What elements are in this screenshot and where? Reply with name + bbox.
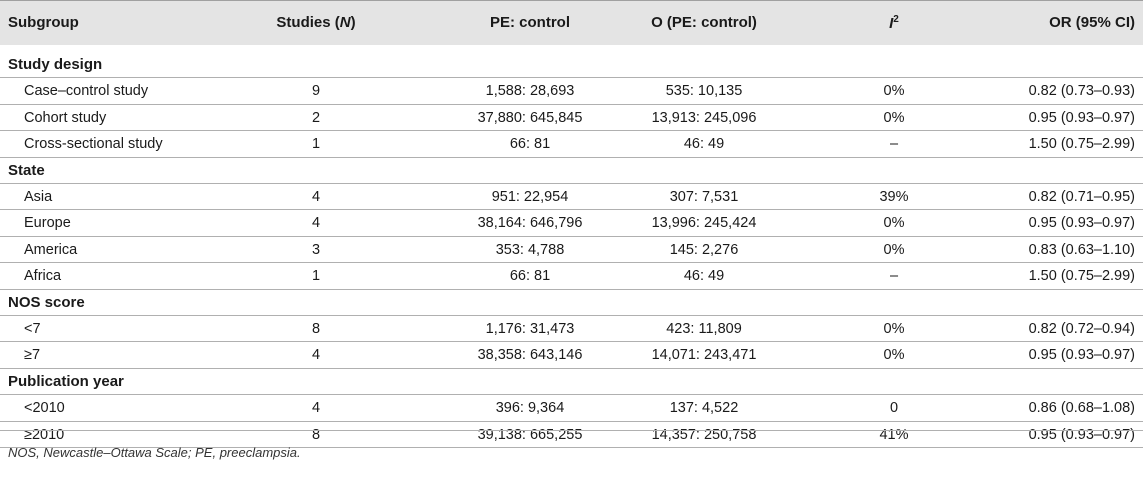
cell-or: 1.50 (0.75–2.99) (1028, 268, 1135, 285)
cell-studies: 4 (311, 347, 321, 364)
cell-studies: 8 (311, 321, 321, 337)
cell-studies: 1 (311, 268, 321, 285)
cell-studies: 4 (311, 400, 321, 417)
cell-or: 0.86 (0.68–1.08) (1028, 400, 1135, 417)
cell-or: 0.82 (0.73–0.93) (1028, 83, 1135, 100)
cell-studies: 1 (311, 136, 321, 153)
cell-studies: 4 (311, 189, 321, 205)
cell-o-pe-control: 13,913: 245,096 (651, 109, 757, 126)
cell-o-pe-control: 307: 7,531 (669, 189, 739, 205)
row-divider (0, 315, 1143, 316)
cell-subgroup: ≥7 (24, 347, 41, 364)
cell-pe-control: 66: 81 (509, 136, 551, 153)
cell-i2: 39% (879, 189, 909, 205)
cell-subgroup: America (24, 241, 78, 258)
row-divider (0, 289, 1143, 290)
section-title: Publication year (8, 372, 124, 390)
cell-o-pe-control: 535: 10,135 (665, 83, 743, 100)
cell-pe-control: 396: 9,364 (495, 400, 565, 417)
cell-pe-control: 39,138: 665,255 (477, 426, 583, 443)
row-divider (0, 104, 1143, 105)
cell-or: 1.50 (0.75–2.99) (1028, 136, 1135, 153)
table-footnote: NOS, Newcastle–Ottawa Scale; PE, preecla… (8, 445, 301, 460)
section-title: NOS score (8, 293, 85, 311)
row-divider (0, 262, 1143, 263)
cell-studies: 3 (311, 241, 321, 258)
cell-pe-control: 951: 22,954 (491, 189, 569, 205)
cell-or: 0.95 (0.93–0.97) (1028, 347, 1135, 364)
cell-or: 0.83 (0.63–1.10) (1028, 241, 1135, 258)
cell-subgroup: ≥2010 (24, 426, 65, 443)
cell-o-pe-control: 14,071: 243,471 (651, 347, 757, 364)
row-divider (0, 209, 1143, 210)
cell-subgroup: Case–control study (24, 83, 149, 100)
cell-pe-control: 1,588: 28,693 (485, 83, 575, 100)
cell-or: 0.95 (0.93–0.97) (1028, 109, 1135, 126)
cell-or: 0.95 (0.93–0.97) (1028, 215, 1135, 232)
row-divider (0, 130, 1143, 131)
cell-studies: 4 (311, 215, 321, 232)
cell-i2: 0% (883, 347, 905, 364)
cell-o-pe-control: 137: 4,522 (669, 400, 739, 417)
cell-o-pe-control: 46: 49 (683, 268, 725, 285)
header-studies: Studies (N) (276, 14, 356, 31)
cell-pe-control: 38,358: 643,146 (477, 347, 583, 364)
cell-subgroup: Asia (24, 189, 53, 205)
header-pe-control: PE: control (489, 14, 570, 31)
cell-subgroup: <7 (24, 321, 41, 337)
cell-i2: – (889, 268, 899, 285)
cell-pe-control: 38,164: 646,796 (477, 215, 583, 232)
cell-or: 0.82 (0.72–0.94) (1028, 321, 1135, 337)
table-header: Subgroup Studies (N) PE: control O (PE: … (0, 0, 1143, 45)
cell-pe-control: 1,176: 31,473 (485, 321, 575, 337)
section-title: Study design (8, 56, 103, 73)
cell-i2: 0% (883, 321, 905, 337)
row-divider (0, 157, 1143, 158)
cell-subgroup: Cross-sectional study (24, 136, 163, 153)
cell-subgroup: Europe (24, 215, 71, 232)
cell-o-pe-control: 46: 49 (683, 136, 725, 153)
row-divider (0, 368, 1143, 369)
cell-pe-control: 37,880: 645,845 (477, 109, 583, 126)
cell-i2: 0% (883, 215, 905, 232)
row-divider (0, 421, 1143, 422)
header-o-pe-control: O (PE: control) (651, 14, 757, 31)
row-divider (0, 236, 1143, 237)
row-divider (0, 77, 1143, 78)
cell-studies: 8 (311, 426, 321, 443)
row-divider (0, 183, 1143, 184)
row-divider (0, 394, 1143, 395)
cell-i2: 0% (883, 109, 905, 126)
cell-o-pe-control: 145: 2,276 (669, 241, 739, 258)
cell-o-pe-control: 423: 11,809 (666, 321, 742, 337)
cell-i2: – (889, 136, 899, 153)
cell-subgroup: Cohort study (24, 109, 107, 126)
cell-subgroup: Africa (24, 268, 62, 285)
header-subgroup: Subgroup (8, 14, 79, 31)
cell-pe-control: 66: 81 (509, 268, 551, 285)
row-divider (0, 341, 1143, 342)
cell-i2: 41% (879, 426, 909, 443)
row-divider (0, 447, 1143, 448)
cell-studies: 2 (311, 109, 321, 126)
table-bottom-rule (0, 430, 1143, 431)
section-title: State (8, 161, 45, 179)
cell-or: 0.82 (0.71–0.95) (1028, 189, 1135, 205)
header-i2: I2 (889, 14, 899, 32)
cell-subgroup: <2010 (24, 400, 65, 417)
header-or: OR (95% CI) (1049, 14, 1135, 31)
cell-o-pe-control: 14,357: 250,758 (651, 426, 757, 443)
cell-i2: 0% (883, 241, 905, 258)
cell-i2: 0% (883, 83, 905, 100)
cell-studies: 9 (311, 83, 321, 100)
cell-or: 0.95 (0.93–0.97) (1028, 426, 1135, 443)
cell-i2: 0 (889, 400, 899, 417)
cell-o-pe-control: 13,996: 245,424 (651, 215, 757, 232)
cell-pe-control: 353: 4,788 (495, 241, 565, 258)
